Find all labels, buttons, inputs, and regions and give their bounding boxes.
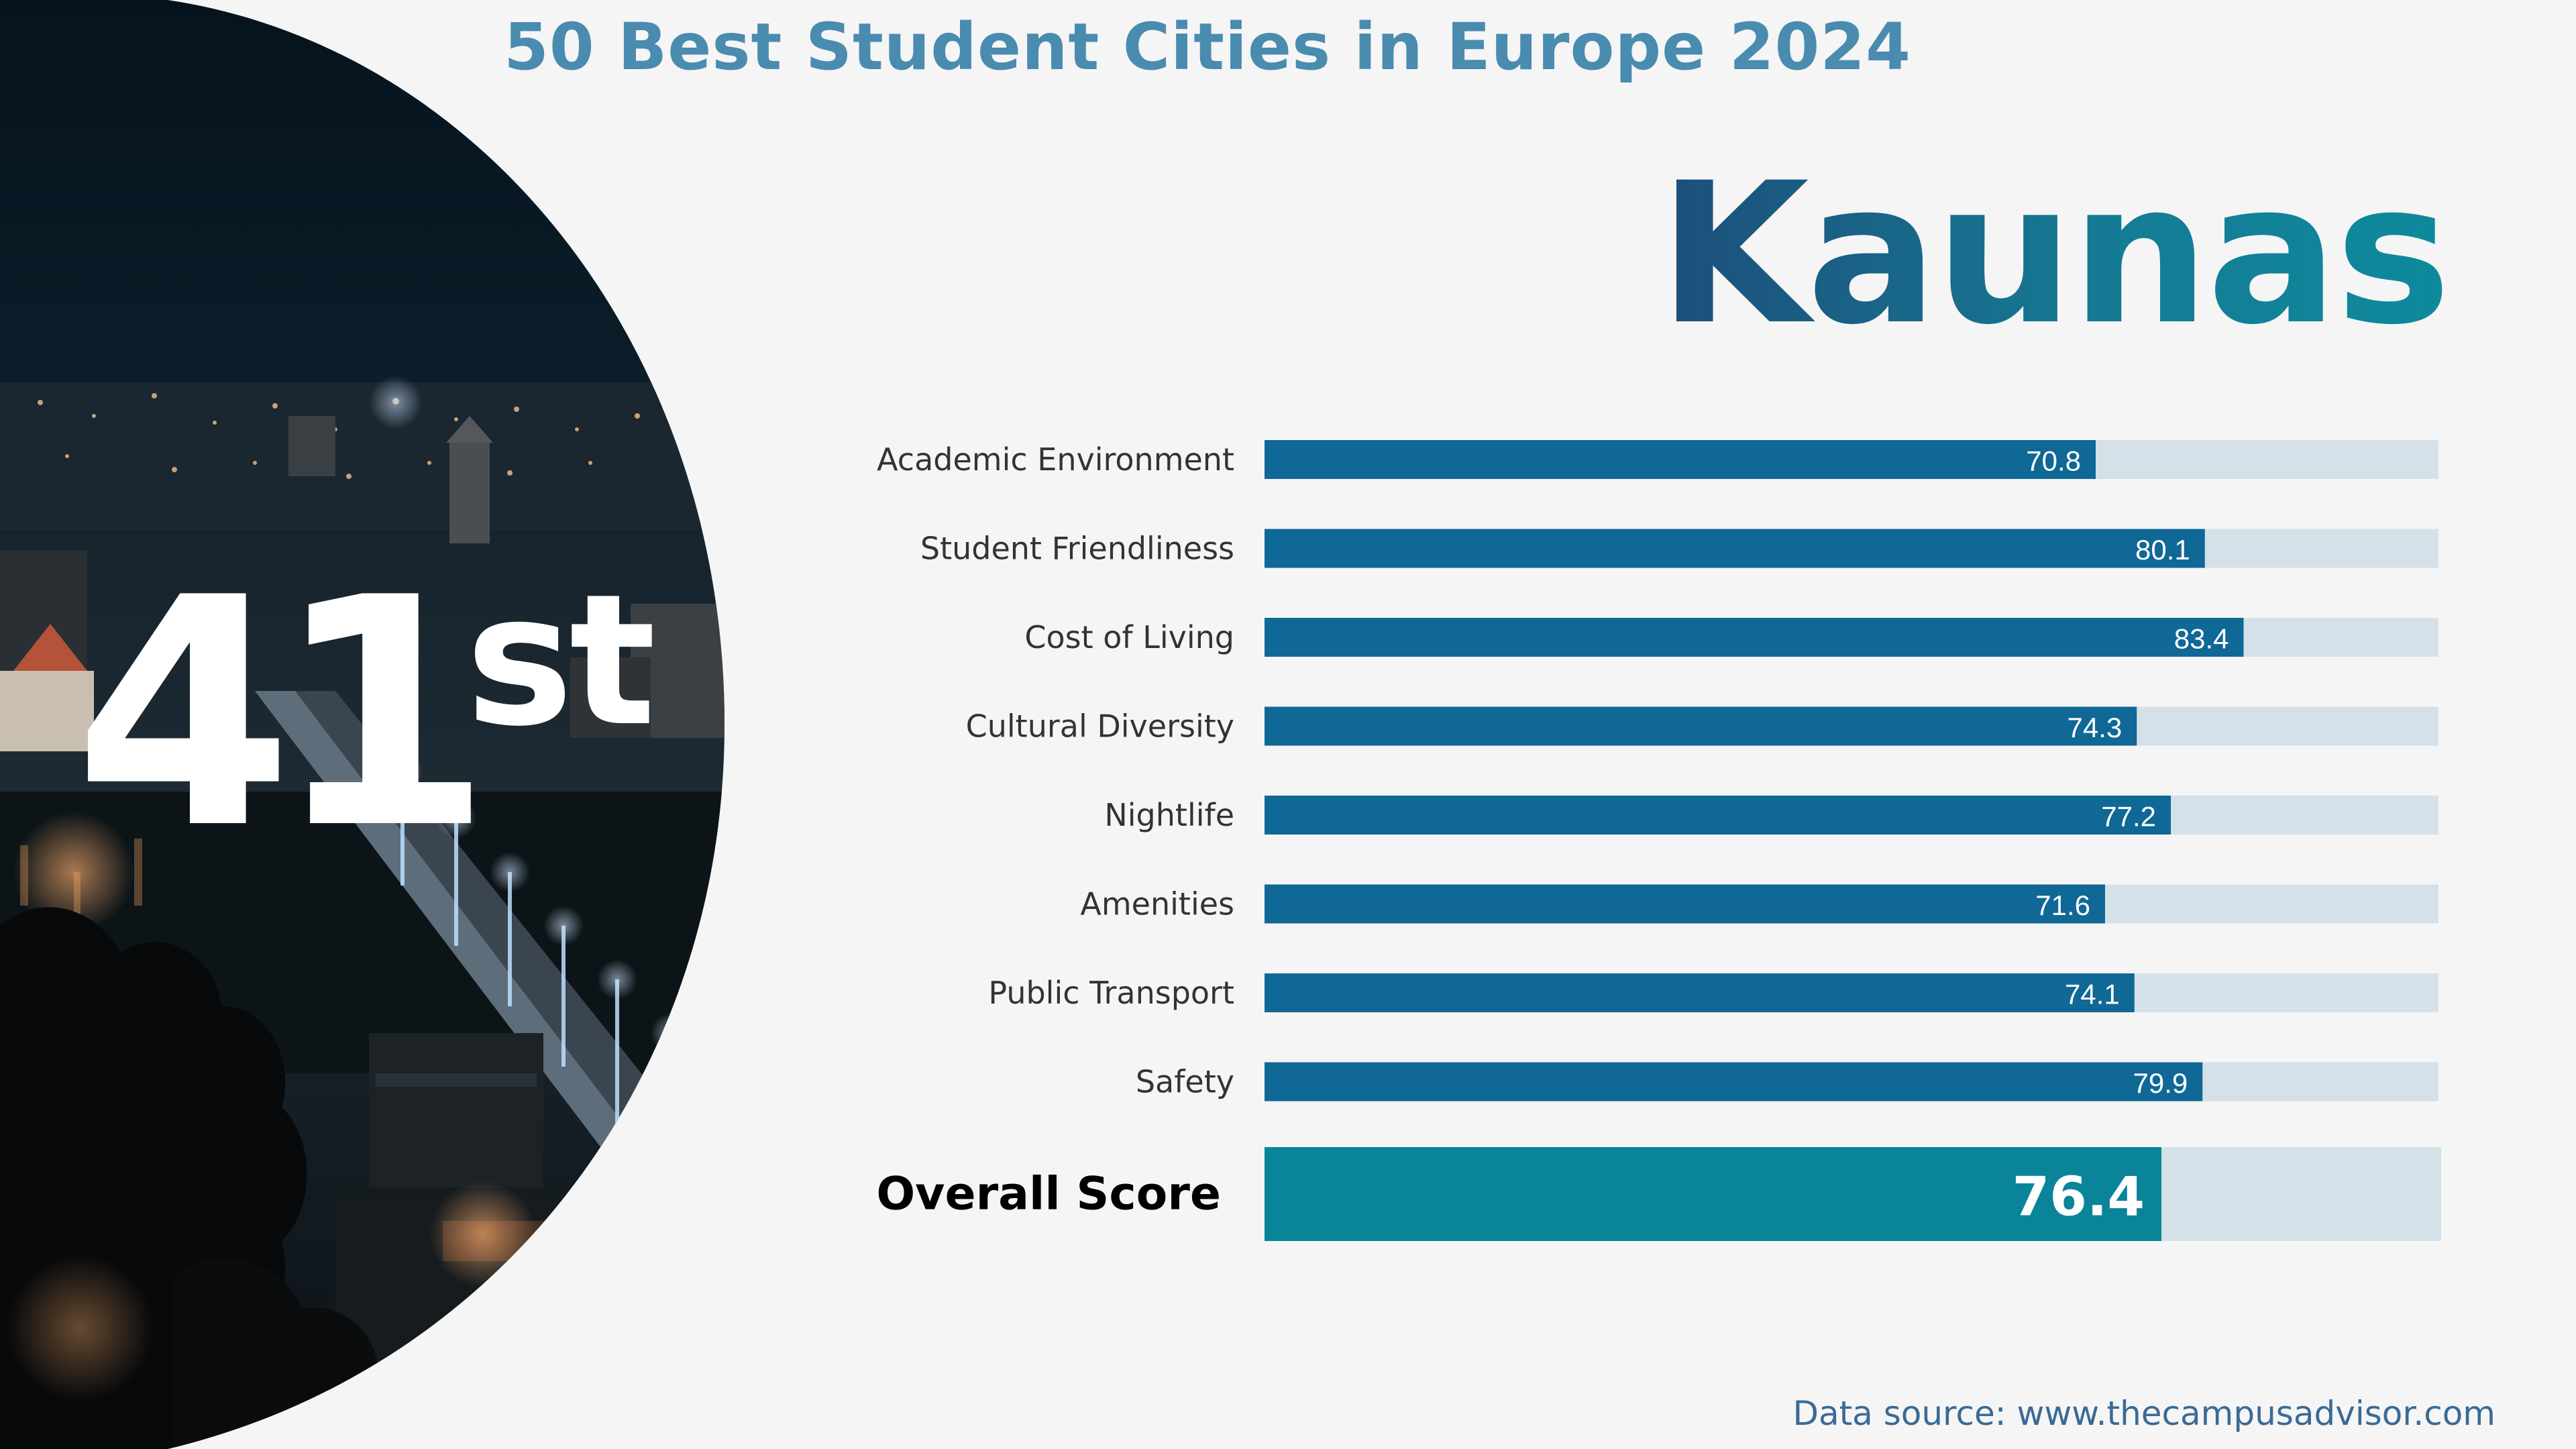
rank-suffix: st [466,555,656,766]
category-label: Safety [1136,1064,1234,1100]
category-label: Academic Environment [877,441,1234,478]
data-source: Data source: www.thecampusadvisor.com [1792,1394,2496,1433]
bar [1265,973,2135,1012]
page-title: 50 Best Student Cities in Europe 2024 [504,9,1911,85]
value-label: 79.9 [2133,1067,2188,1099]
value-label: 71.6 [2035,890,2090,921]
city-name: Kaunas [1658,142,2451,368]
bar [1265,440,2096,479]
bar [1265,618,2244,657]
overall-bar [1265,1147,2161,1241]
category-label: Nightlife [1104,797,1234,833]
bar [1265,706,2137,746]
category-label: Public Transport [988,975,1234,1011]
value-label: 77.2 [2101,801,2156,833]
category-label: Amenities [1080,886,1234,922]
value-label: 74.3 [2068,712,2123,743]
score-bar-chart: Academic Environment 70.8 Student Friendli… [876,440,2441,1241]
value-label: 83.4 [2174,623,2229,655]
bar [1265,529,2205,568]
bar [1265,1062,2203,1102]
category-label: Cultural Diversity [966,708,1234,745]
value-label: 74.1 [2065,979,2120,1010]
category-label: Cost of Living [1024,619,1234,655]
value-label: 80.1 [2135,534,2190,566]
overall-score-value: 76.4 [2012,1166,2145,1228]
city-rank: 41st [74,557,659,872]
overall-score-label: Overall Score [876,1168,1221,1221]
rank-number: 41 [74,531,492,898]
bar [1265,884,2105,924]
value-label: 70.8 [2026,445,2081,477]
bar [1265,796,2171,835]
category-label: Student Friendliness [920,531,1234,567]
